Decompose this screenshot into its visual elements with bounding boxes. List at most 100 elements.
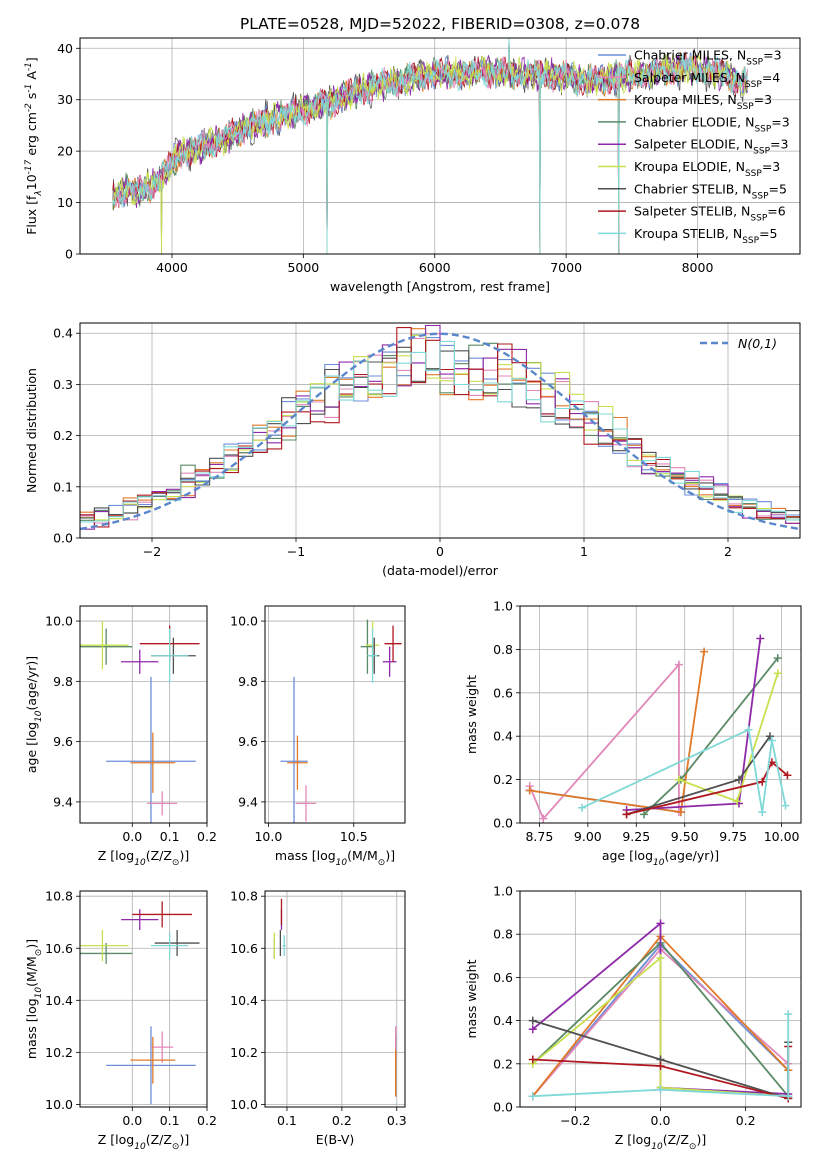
x-tick-label: 9.75 bbox=[719, 829, 747, 844]
axes-frame bbox=[519, 890, 802, 1108]
x-tick-label: 0.0 bbox=[122, 1113, 142, 1128]
y-tick-label: 0.4 bbox=[493, 729, 513, 744]
errorbar-point bbox=[150, 932, 189, 959]
mass-vs-ebv-plot bbox=[273, 898, 397, 1097]
weight-marker bbox=[773, 669, 782, 678]
x-axis-label: Z [log10(Z/Z⊙)] bbox=[98, 1132, 189, 1152]
histogram-7 bbox=[80, 327, 800, 528]
x-axis-label: Z [log10(Z/Z⊙)] bbox=[615, 1132, 706, 1152]
errorbar-point bbox=[80, 621, 129, 670]
weight-marker bbox=[528, 1055, 537, 1064]
x-tick-label: 9.25 bbox=[622, 829, 650, 844]
axes-frame bbox=[264, 890, 406, 1108]
age-vs-mass-plot bbox=[280, 619, 402, 823]
y-tick-label: 10.2 bbox=[230, 1045, 258, 1060]
x-axis-label: mass [log10(M/M⊙)] bbox=[275, 848, 395, 868]
y-tick-label: 9.6 bbox=[238, 734, 258, 749]
y-tick-label: 0.6 bbox=[493, 970, 513, 985]
weight-marker bbox=[733, 797, 742, 806]
y-tick-label: 9.8 bbox=[53, 674, 73, 689]
y-tick-label: 20 bbox=[57, 144, 73, 159]
y-tick-label: 0.0 bbox=[493, 1100, 513, 1115]
x-tick-label: 4000 bbox=[156, 260, 188, 275]
errorbar-point bbox=[130, 1036, 176, 1084]
y-tick-label: 10.4 bbox=[230, 993, 258, 1008]
x-axis-label: wavelength [Angstrom, rest frame] bbox=[330, 279, 550, 294]
x-tick-label: 8.75 bbox=[525, 829, 553, 844]
y-tick-label: 0.1 bbox=[53, 479, 73, 494]
y-axis-label: mass [log10(M/M⊙)] bbox=[24, 939, 44, 1059]
errorbar-point bbox=[367, 628, 378, 683]
massweight-vs-Z-axes: −0.2 0.0 0.2 0.0 0.2 0.4 0.6 0.8 1.0 Z [log10(Z/Z… bbox=[464, 884, 802, 1152]
x-tick-label: 8000 bbox=[682, 260, 714, 275]
errorbar-point bbox=[106, 676, 196, 823]
x-tick-label: 0.3 bbox=[387, 1113, 407, 1128]
legend-label: Kroupa MILES, NSSP=3 bbox=[634, 92, 772, 112]
weight-marker bbox=[744, 725, 753, 734]
x-axis-label: E(B-V) bbox=[316, 1132, 355, 1147]
weight-marker bbox=[734, 775, 743, 784]
errorbar-point bbox=[121, 909, 159, 931]
x-tick-label: 0.0 bbox=[122, 829, 142, 844]
weight-marker bbox=[783, 771, 792, 780]
x-tick-label: 0.1 bbox=[277, 1113, 297, 1128]
weight-marker bbox=[528, 1016, 537, 1025]
errorbar-point bbox=[384, 625, 402, 662]
mass-vs-Z-plot bbox=[80, 901, 200, 1105]
y-tick-label: 10 bbox=[57, 195, 73, 210]
weight-marker bbox=[656, 1085, 665, 1094]
y-tick-label: 10.4 bbox=[45, 993, 73, 1008]
legend-label: N(0,1) bbox=[738, 336, 777, 351]
errorbar-point bbox=[287, 735, 308, 790]
errorbar-point bbox=[282, 935, 286, 957]
weight-line-6 bbox=[626, 735, 771, 816]
x-tick-label: 10.5 bbox=[340, 829, 368, 844]
errorbar-point bbox=[80, 628, 133, 665]
weight-marker bbox=[773, 654, 782, 663]
legend-label: Chabrier ELODIE, NSSP=3 bbox=[634, 114, 790, 134]
y-axis-label: mass weight bbox=[464, 675, 479, 754]
axes-frame bbox=[264, 605, 406, 824]
x-axis-label: (data-model)/error bbox=[382, 563, 499, 578]
weight-line-8 bbox=[532, 1014, 790, 1098]
y-tick-label: 0.2 bbox=[53, 428, 73, 443]
chart-root: 4000 5000 6000 7000 8000010203040wavelength … bbox=[24, 37, 802, 1152]
y-tick-label: 0.4 bbox=[53, 326, 73, 341]
x-axis-label: Z [log10(Z/Z⊙)] bbox=[98, 848, 189, 868]
y-tick-label: 9.4 bbox=[238, 794, 258, 809]
legend-label: Salpeter STELIB, NSSP=6 bbox=[634, 204, 786, 224]
age-vs-mass-axes: 10.0 10.5 9.4 9.6 9.8 10.0 mass [log10(M/M⊙)] bbox=[230, 605, 406, 868]
x-tick-label: 9.50 bbox=[671, 829, 699, 844]
weight-marker bbox=[525, 786, 534, 795]
x-tick-label: 10.0 bbox=[254, 829, 282, 844]
histogram-5 bbox=[80, 334, 800, 521]
errorbar-point bbox=[154, 930, 200, 957]
weight-marker bbox=[784, 1092, 793, 1101]
x-tick-label: −2 bbox=[143, 544, 161, 559]
weight-marker bbox=[767, 736, 776, 745]
y-tick-label: 10.8 bbox=[45, 889, 73, 904]
weight-marker bbox=[781, 801, 790, 810]
errorbar-point bbox=[130, 732, 176, 793]
normal-reference-curve bbox=[80, 332, 800, 531]
y-tick-label: 10.0 bbox=[45, 614, 73, 629]
mass-vs-ebv-axes: 0.1 0.2 0.3 10.0 10.2 10.4 10.6 10.8 E(B-V) bbox=[230, 889, 407, 1147]
weight-marker bbox=[622, 810, 631, 819]
errorbar-point bbox=[295, 785, 317, 822]
errorbar-point bbox=[121, 649, 159, 674]
weight-marker bbox=[700, 647, 709, 656]
legend-label: Salpeter MILES, NSSP=4 bbox=[634, 70, 780, 90]
y-tick-label: 10.6 bbox=[45, 941, 73, 956]
y-tick-label: 9.4 bbox=[53, 794, 73, 809]
x-tick-label: 2 bbox=[724, 544, 732, 559]
errorbar-point bbox=[382, 646, 397, 677]
weight-marker bbox=[784, 1010, 793, 1019]
x-tick-label: 0.1 bbox=[160, 1113, 180, 1128]
massweight-vs-age-axes: 8.75 9.00 9.25 9.50 9.75 10.00 0.0 0.2 0.4 0.6 0.8… bbox=[464, 599, 802, 868]
y-tick-label: 0.6 bbox=[493, 685, 513, 700]
spectrum-line-8 bbox=[112, 38, 748, 254]
spectrum-plot bbox=[112, 38, 748, 254]
x-axis-label: age [log10(age/yr)] bbox=[602, 848, 719, 868]
x-tick-label: 0 bbox=[436, 544, 444, 559]
